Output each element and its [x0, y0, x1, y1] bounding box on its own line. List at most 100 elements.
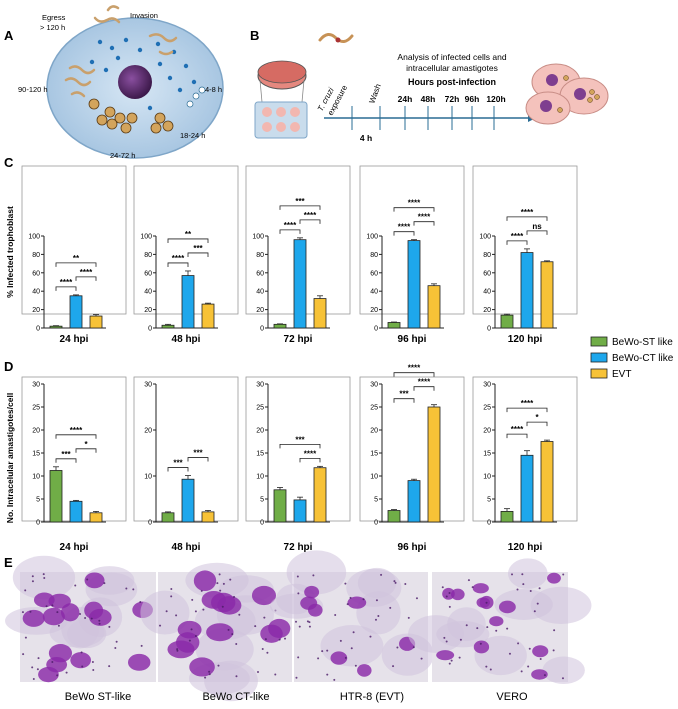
y-tick-label: 20: [32, 307, 40, 314]
cell-nucleus: [189, 657, 215, 677]
y-tick-label: 0: [36, 326, 40, 333]
y-tick-label: 15: [256, 451, 264, 458]
bar-st-like: [500, 314, 514, 329]
y-tick-label: 40: [256, 289, 264, 296]
significance-bracket: [526, 230, 548, 235]
cell-nucleus: [22, 609, 45, 627]
bar-st-like: [273, 323, 287, 329]
significance-bracket: [393, 372, 435, 377]
significance-label: ***: [399, 390, 409, 399]
significance-bracket: [413, 221, 435, 226]
significance-label: *: [84, 440, 88, 449]
label-4h: 4 h: [360, 133, 372, 143]
chart-title: 120 hpi: [508, 542, 543, 553]
bar-evt: [201, 511, 215, 523]
label-24-72h: 24-72 h: [110, 151, 135, 160]
bar-st-like: [387, 510, 401, 523]
cell-nucleus: [547, 572, 561, 584]
y-tick-label: 10: [144, 474, 152, 481]
legend-label-ct-like: BeWo-CT like: [612, 353, 674, 364]
cell-nucleus: [217, 596, 242, 615]
significance-bracket: [187, 457, 209, 462]
significance-label: ****: [60, 278, 73, 287]
amastigote-nests: [88, 98, 174, 134]
significance-bracket: [75, 448, 97, 453]
y-tick-label: 20: [256, 428, 264, 435]
bar-evt: [89, 315, 103, 329]
bar-ct-like: [520, 252, 534, 329]
cell-nucleus: [347, 596, 367, 609]
panel-label-b: B: [250, 28, 259, 43]
y-tick-label: 40: [370, 289, 378, 296]
y-tick-label: 20: [144, 428, 152, 435]
chart-c-96-hpi: 0 20 40 60 80 100 **** **** **** 96 hpi: [359, 165, 465, 345]
y-tick-label: 60: [144, 270, 152, 277]
significance-label: ****: [80, 268, 93, 277]
panel-b-heading-1: Analysis of infected cells and: [397, 52, 506, 62]
timepoint-72h: 72h: [445, 94, 460, 104]
significance-bracket: [413, 386, 435, 391]
significance-label: ****: [521, 399, 534, 408]
y-tick-label: 0: [148, 520, 152, 527]
label-egress: Egress: [42, 13, 66, 22]
cell-nucleus: [42, 607, 65, 626]
significance-label: ***: [295, 435, 305, 444]
y-tick-label: 100: [252, 234, 264, 241]
significance-bracket: [393, 207, 435, 212]
cell-nucleus: [304, 585, 320, 599]
bar-ct-like: [407, 240, 421, 329]
y-tick-label: 5: [260, 497, 264, 504]
cell-nucleus: [498, 600, 516, 614]
cell-nucleus: [48, 643, 73, 663]
timepoint-48h: 48h: [421, 94, 436, 104]
significance-bracket: [55, 286, 77, 291]
significance-label: ****: [70, 426, 83, 435]
significance-label: ****: [284, 221, 297, 230]
bar-ct-like: [181, 275, 195, 329]
y-tick-label: 10: [32, 474, 40, 481]
panel-b-heading-2: intracellular amastigotes: [406, 63, 498, 73]
panel-b-subheading: Hours post-infection: [408, 77, 496, 87]
y-tick-label: 30: [32, 382, 40, 389]
bar-ct-like: [407, 480, 421, 523]
y-tick-label: 0: [374, 326, 378, 333]
y-tick-label: 0: [148, 326, 152, 333]
bar-evt: [201, 303, 215, 329]
y-tick-label: 80: [483, 252, 491, 259]
chart-title: 48 hpi: [172, 334, 201, 345]
cell-nucleus: [206, 623, 234, 642]
cell-nucleus: [89, 608, 112, 626]
significance-bracket: [75, 276, 97, 281]
legend-swatch-ct-like: [590, 352, 608, 363]
y-tick-label: 80: [256, 252, 264, 259]
significance-label: ***: [61, 450, 71, 459]
bar-evt: [89, 512, 103, 523]
panel-a-cell-diagram: [46, 5, 224, 159]
significance-label: **: [185, 230, 192, 239]
y-tick-label: 20: [483, 428, 491, 435]
cell-nucleus: [532, 645, 549, 658]
y-tick-label: 30: [256, 382, 264, 389]
chart-title: 24 hpi: [60, 542, 89, 553]
timepoint-24h: 24h: [398, 94, 413, 104]
significance-bracket: [167, 467, 189, 472]
bar-st-like: [273, 489, 287, 523]
significance-label: ****: [398, 223, 411, 232]
significance-bracket: [506, 240, 528, 245]
y-tick-label: 0: [487, 520, 491, 527]
y-tick-label: 30: [144, 382, 152, 389]
y-tick-label: 20: [256, 307, 264, 314]
significance-label: **: [73, 254, 80, 263]
chart-title: 72 hpi: [284, 334, 313, 345]
y-tick-label: 25: [370, 405, 378, 412]
caption-bewo-st: BeWo ST-like: [65, 691, 131, 703]
y-tick-label: 5: [36, 497, 40, 504]
significance-bracket: [187, 252, 209, 257]
bar-evt: [427, 285, 441, 329]
bar-evt: [427, 406, 441, 523]
chart-d-48-hpi: 0 10 20 30 *** *** 48 hpi: [133, 376, 239, 553]
legend-swatch-evt: [590, 368, 608, 379]
